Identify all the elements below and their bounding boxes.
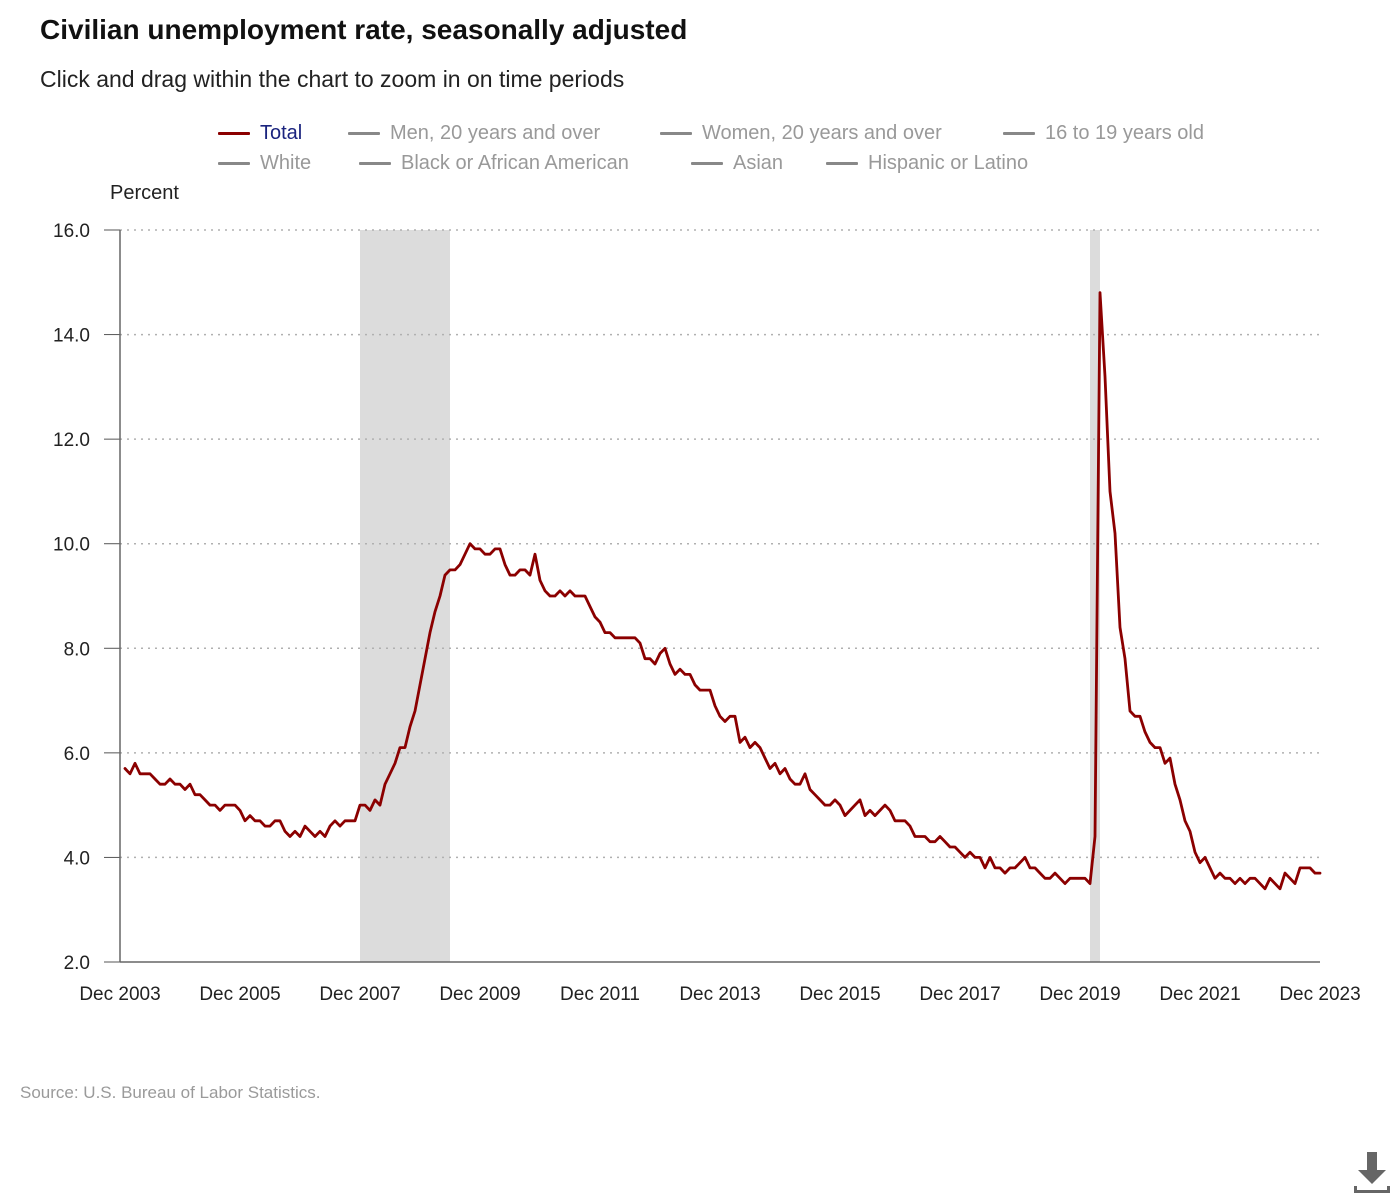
legend-swatch xyxy=(1003,132,1035,135)
line-chart[interactable]: 16.0 14.0 12.0 10.0 8.0 6.0 4.0 2.0 Dec 2003 Dec … xyxy=(0,0,1400,1060)
legend-item-16-to-19[interactable]: 16 to 19 years old xyxy=(1003,122,1204,145)
y-tick-label: 14.0 xyxy=(53,326,90,347)
legend-label: Hispanic or Latino xyxy=(868,152,1029,174)
legend-swatch xyxy=(348,132,380,135)
x-tick-label: Dec 2003 xyxy=(79,984,160,1005)
x-tick-label: Dec 2021 xyxy=(1159,984,1240,1005)
chart-subtitle: Click and drag within the chart to zoom … xyxy=(40,66,625,92)
series-line-total xyxy=(123,291,1322,891)
x-tick-label: Dec 2005 xyxy=(199,984,280,1005)
recession-band xyxy=(360,230,450,962)
legend-swatch xyxy=(826,162,858,165)
x-tick-label: Dec 2019 xyxy=(1039,984,1120,1005)
legend-label: Women, 20 years and over xyxy=(702,122,942,144)
x-tick-label: Dec 2011 xyxy=(560,984,640,1005)
legend-item-men[interactable]: Men, 20 years and over xyxy=(348,122,600,145)
x-tick-label: Dec 2017 xyxy=(919,984,1000,1005)
legend-label: Men, 20 years and over xyxy=(390,122,601,144)
legend-swatch xyxy=(218,132,250,135)
x-tick-label: Dec 2015 xyxy=(799,984,880,1005)
y-tick-label: 4.0 xyxy=(64,848,90,869)
legend-label: Black or African American xyxy=(401,152,629,174)
legend-swatch xyxy=(691,162,723,165)
chart-title: Civilian unemployment rate, seasonally a… xyxy=(40,14,688,45)
x-tick-label: Dec 2013 xyxy=(679,984,760,1005)
legend-label: Total xyxy=(260,122,303,144)
y-tick-label: 6.0 xyxy=(64,744,90,765)
legend-label: 16 to 19 years old xyxy=(1045,122,1204,144)
legend-swatch xyxy=(660,132,692,135)
legend-label: White xyxy=(260,152,312,174)
legend-item-white[interactable]: White xyxy=(218,152,311,175)
y-tick-label: 8.0 xyxy=(64,639,90,660)
x-tick-label: Dec 2009 xyxy=(439,984,520,1005)
legend-item-women[interactable]: Women, 20 years and over xyxy=(660,122,942,145)
y-tick-label: 16.0 xyxy=(53,221,90,242)
y-tick-label: 12.0 xyxy=(53,430,90,451)
legend-item-total[interactable]: Total xyxy=(218,122,302,145)
recession-band xyxy=(1090,230,1100,962)
y-tick-label: 2.0 xyxy=(64,953,90,974)
legend-item-hispanic[interactable]: Hispanic or Latino xyxy=(826,152,1028,175)
download-icon[interactable] xyxy=(1352,1148,1392,1194)
legend-swatch xyxy=(218,162,250,165)
x-tick-label: Dec 2023 xyxy=(1279,984,1360,1005)
y-axis-label: Percent xyxy=(110,182,179,204)
legend-item-asian[interactable]: Asian xyxy=(691,152,783,175)
legend-label: Asian xyxy=(733,152,784,174)
y-tick-label: 10.0 xyxy=(53,535,90,556)
legend-swatch xyxy=(359,162,391,165)
source-note: Source: U.S. Bureau of Labor Statistics. xyxy=(20,1083,321,1102)
x-tick-label: Dec 2007 xyxy=(319,984,400,1005)
legend-item-black[interactable]: Black or African American xyxy=(359,152,629,175)
